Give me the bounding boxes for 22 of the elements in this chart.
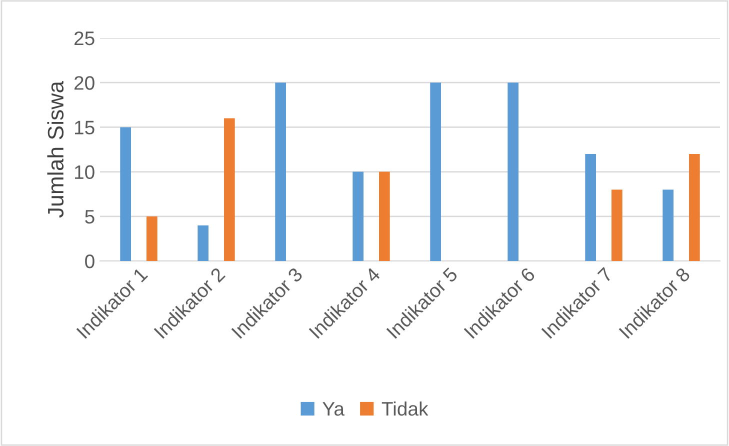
y-tick-label: 20 bbox=[74, 76, 94, 90]
bar bbox=[585, 154, 596, 261]
y-axis-title: Jumlah Siswa bbox=[47, 80, 64, 218]
bar bbox=[120, 127, 131, 261]
bar bbox=[379, 172, 390, 261]
bar bbox=[352, 172, 364, 261]
y-tick-label: 15 bbox=[74, 120, 94, 134]
bar bbox=[662, 190, 674, 261]
bar bbox=[224, 118, 235, 261]
bar bbox=[146, 216, 158, 261]
legend-label: Ya bbox=[322, 402, 344, 416]
bar bbox=[198, 225, 208, 261]
y-tick-label: 10 bbox=[74, 165, 94, 180]
legend-label: Tidak bbox=[382, 401, 428, 416]
y-tick-label: 25 bbox=[74, 31, 94, 46]
y-tick-label: 0 bbox=[85, 254, 94, 268]
bar bbox=[275, 82, 286, 261]
bar bbox=[612, 190, 622, 261]
bar bbox=[508, 82, 518, 261]
y-tick-label: 5 bbox=[85, 210, 94, 224]
bar bbox=[430, 82, 441, 261]
bar bbox=[689, 154, 700, 261]
